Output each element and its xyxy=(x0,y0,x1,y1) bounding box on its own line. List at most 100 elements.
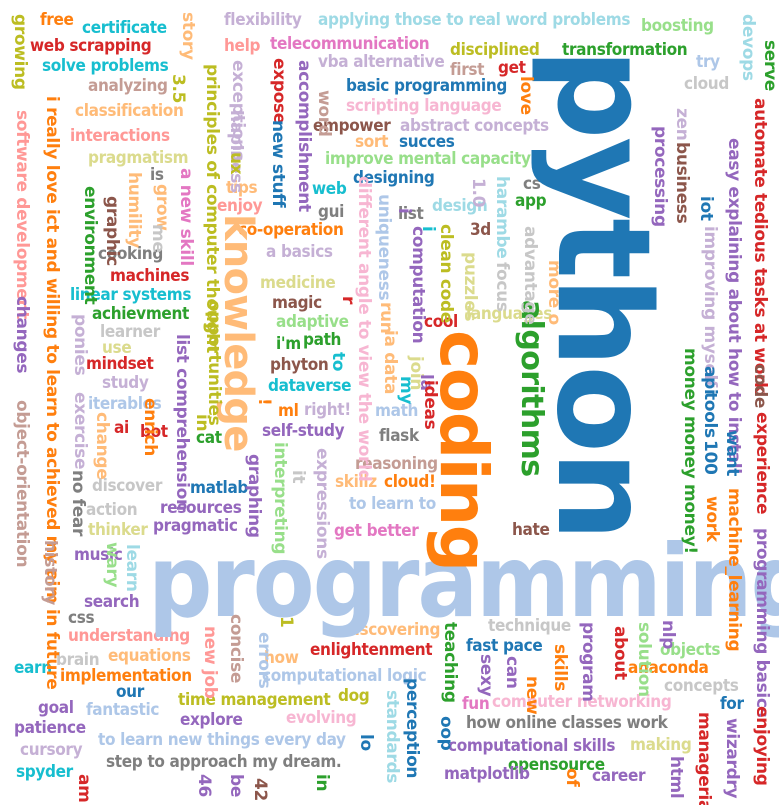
word-different: different angle to view the world xyxy=(354,176,374,482)
word-concise: concise xyxy=(226,614,246,684)
word-love: love xyxy=(516,76,536,115)
word-disciplined: disciplined xyxy=(450,40,540,60)
word-automate: automate tedious tasks at work xyxy=(750,98,770,394)
word-change: change xyxy=(92,412,112,480)
word-co-operation: co-operation xyxy=(238,220,344,240)
word-uniqueness: uniqueness xyxy=(374,194,394,301)
word-improving: improving myself xyxy=(700,226,720,388)
word-wary: wary xyxy=(102,542,122,588)
word-self-study: self-study xyxy=(262,421,345,441)
word-in-bottom: in xyxy=(312,774,332,792)
word-get: get xyxy=(498,58,526,78)
word-vba-alternative: vba alternative xyxy=(318,52,445,72)
word-empower: empower xyxy=(313,116,391,136)
word-is: is xyxy=(150,165,164,185)
word-certificate: certificate xyxy=(82,18,167,38)
word-teaching: teaching xyxy=(440,622,460,703)
word-nlp: nlp xyxy=(658,620,678,650)
word-thinker: thinker xyxy=(88,520,148,540)
word-enrich: enrich xyxy=(140,398,160,456)
word-solve-problems: solve problems xyxy=(42,56,169,76)
word-about: about xyxy=(610,626,630,680)
word-equations: equations xyxy=(108,646,191,666)
word-css: css xyxy=(68,608,95,628)
word-fun: fun xyxy=(462,694,490,714)
word-no-fear: no fear xyxy=(68,470,88,537)
word-html: html xyxy=(666,756,686,799)
word-am: am xyxy=(74,774,94,803)
word-object-orientation: object-orientation xyxy=(12,400,32,568)
word-3d: 3d xyxy=(470,220,491,240)
word-100: 100 xyxy=(700,440,720,475)
word-dog: dog xyxy=(338,686,370,706)
word-story: story xyxy=(178,12,198,60)
word-expressions: expressions xyxy=(312,448,332,559)
word-clean-code: clean code xyxy=(436,224,456,323)
word-search: search xyxy=(84,592,140,612)
word-improve: improve mental capacity xyxy=(325,149,531,169)
word-harambe: harambe xyxy=(492,176,512,259)
word-programming: programming xyxy=(148,523,779,640)
word-cool: cool xyxy=(424,312,458,332)
word-skills: skills xyxy=(550,644,570,691)
word-pragmatism: pragmatism xyxy=(88,148,189,168)
word-bot: bot xyxy=(140,422,168,442)
word-adaptive: adaptive xyxy=(276,312,349,332)
word-machines: machines xyxy=(110,266,190,286)
word-hate: hate xyxy=(512,520,550,540)
word-algorithms: algorithms xyxy=(514,300,549,477)
word-cloud: cloud xyxy=(684,74,729,94)
word-matlab: matlab xyxy=(190,478,249,498)
word-i: i xyxy=(418,226,438,232)
word-software: software development xyxy=(12,110,32,319)
word-serve: serve xyxy=(760,40,779,91)
word-sort: sort xyxy=(355,132,389,152)
word-graphic: graphic xyxy=(102,196,122,266)
word-experience: experience xyxy=(752,412,772,515)
word-enjoy: enjoy xyxy=(217,196,263,216)
word-to-learn-to: to learn to xyxy=(349,494,436,514)
word-time-management: time management xyxy=(178,690,331,710)
word-machine-learning: machine_learning xyxy=(724,488,744,652)
word-cloud-ex: cloud! xyxy=(384,472,436,492)
word-programming-basics: programming basics xyxy=(752,528,772,718)
word-ponies: ponies xyxy=(70,314,90,376)
word-new-stuff: new stuff xyxy=(268,120,288,208)
word-solution: solution xyxy=(634,622,654,697)
word-math: math xyxy=(375,401,419,421)
word-tips: tips xyxy=(226,178,258,198)
word-new: new xyxy=(522,676,542,715)
word-wizardry: wizardry xyxy=(722,718,742,799)
word-ml: ml xyxy=(278,401,299,421)
word-design: design xyxy=(432,196,488,216)
word-business: business xyxy=(672,142,692,224)
word-ai: ai xyxy=(114,418,129,438)
word-magic: magic xyxy=(272,293,322,313)
word-a-basics: a basics xyxy=(266,242,333,262)
word-enjoying: enjoying xyxy=(752,706,772,786)
word-focus: focus xyxy=(492,262,512,312)
word-action: action xyxy=(86,500,138,520)
word-cat: cat xyxy=(196,428,222,448)
word-3-5: 3.5 xyxy=(168,74,188,104)
word-learn: learn xyxy=(122,544,142,592)
word-growing: growing xyxy=(10,14,30,90)
word-of: of xyxy=(562,768,582,787)
word-medicine: medicine xyxy=(260,273,336,293)
word-run: run xyxy=(376,302,396,334)
word-1-0: 1.0 xyxy=(468,178,488,208)
word-objects: objects xyxy=(660,640,721,660)
word-web-scrapping: web scrapping xyxy=(30,36,152,56)
word-reasoning: reasoning xyxy=(355,454,438,474)
word-cursory: cursory xyxy=(20,740,83,760)
word-making: making xyxy=(630,735,692,755)
word-learner: learner xyxy=(100,322,160,342)
word-iterables: iterables xyxy=(88,394,162,414)
word-coding: coding xyxy=(425,330,502,571)
word-it: it xyxy=(288,470,308,484)
word-im: i'm xyxy=(276,334,301,354)
word-program: program xyxy=(578,622,598,702)
word-cs: cs xyxy=(523,174,541,194)
word-computational-logic: computational logic xyxy=(262,666,427,686)
